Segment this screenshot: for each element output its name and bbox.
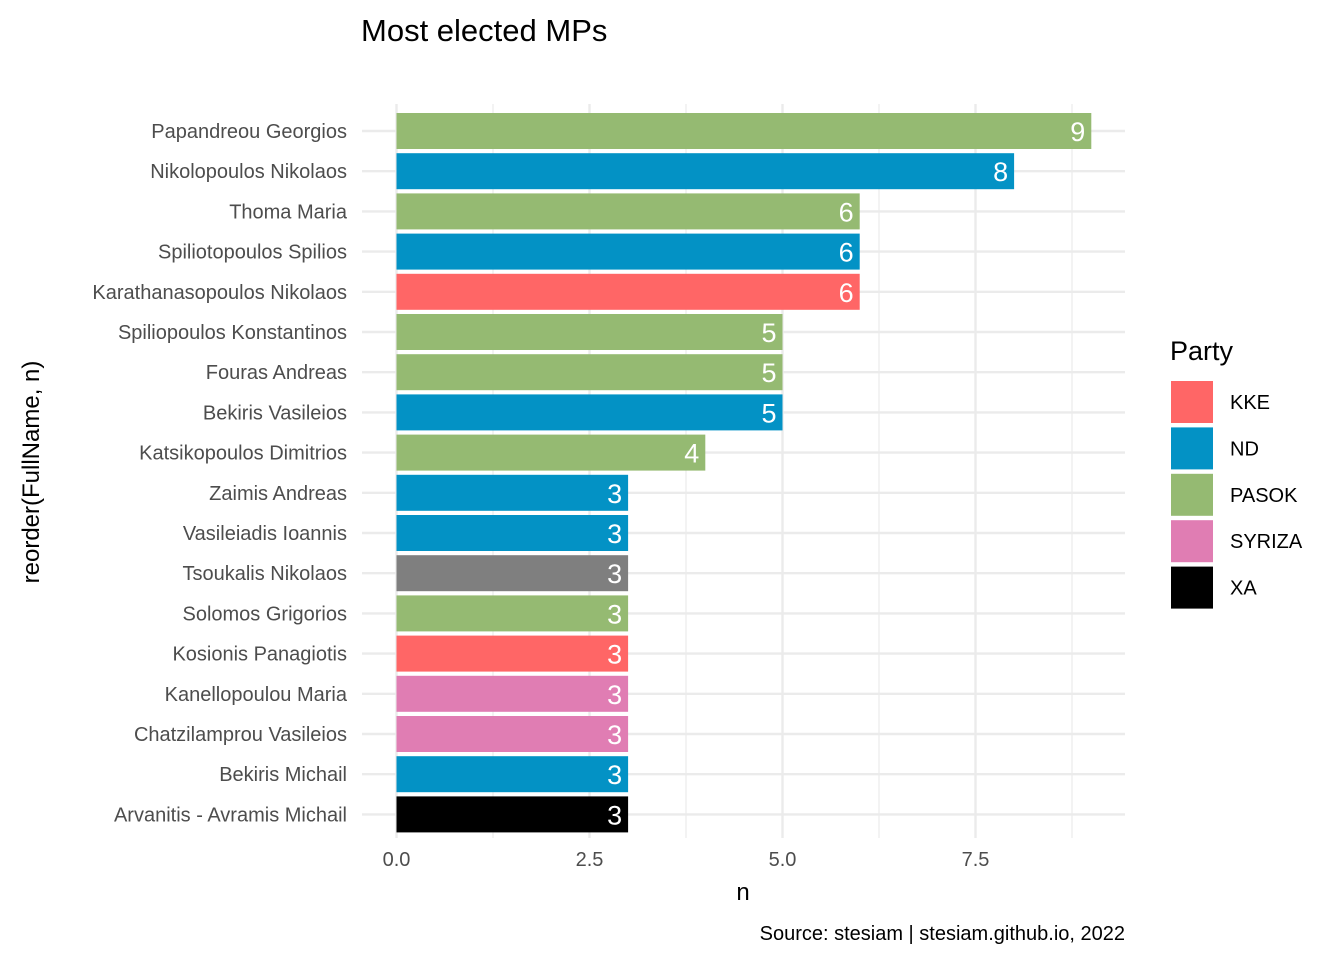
bar: [396, 233, 860, 270]
bar-value-label: 9: [1070, 117, 1085, 147]
legend-label: KKE: [1230, 392, 1270, 414]
y-tick-label: Katsikopoulos Dimitrios: [139, 443, 347, 465]
x-axis-title: n: [736, 879, 749, 906]
legend-key: [1171, 520, 1213, 563]
bar-value-label: 3: [607, 680, 622, 710]
y-tick-label: Thoma Maria: [229, 201, 348, 223]
y-axis-tick-labels: Papandreou Georgios Nikolopoulos Nikolaos…: [92, 121, 347, 826]
bar: [396, 796, 629, 833]
y-tick-label: Solomos Grigorios: [182, 603, 347, 625]
y-tick-label: Zaimis Andreas: [209, 483, 347, 505]
y-tick-label: Kanellopoulou Maria: [165, 684, 348, 706]
y-tick-label: Chatzilamprou Vasileios: [134, 724, 347, 746]
bar-value-label: 4: [684, 439, 699, 469]
bar: [396, 434, 706, 471]
x-tick-label: 2.5: [576, 849, 604, 871]
x-tick-label: 7.5: [962, 849, 990, 871]
bar-value-label: 6: [839, 238, 854, 268]
legend-key: [1171, 566, 1213, 609]
bar-value-label: 3: [607, 559, 622, 589]
bars: 9 8 6 6 6 5 5 5 4 3 3 3 3 3 3 3 3 3: [396, 113, 1092, 833]
bar-value-label: 3: [607, 519, 622, 549]
bar: [396, 113, 1092, 149]
bar-value-label: 3: [607, 800, 622, 830]
bar-value-label: 3: [607, 720, 622, 750]
legend-key: [1171, 473, 1213, 516]
legend-key: [1171, 381, 1213, 423]
bar-value-label: 6: [839, 197, 854, 227]
y-tick-label: Bekiris Michail: [219, 764, 347, 786]
bar: [396, 716, 629, 752]
y-axis-title: reorder(FullName, n): [18, 361, 45, 584]
bar-value-label: 6: [839, 278, 854, 308]
x-axis-tick-labels: 0.0 2.5 5.0 7.5: [383, 849, 990, 871]
y-tick-label: Fouras Andreas: [206, 362, 347, 384]
bar-value-label: 3: [607, 760, 622, 790]
bar: [396, 555, 629, 592]
bar: [396, 675, 629, 712]
y-tick-label: Tsoukalis Nikolaos: [182, 563, 347, 585]
bar: [396, 595, 629, 632]
bar: [396, 354, 783, 391]
bar: [396, 515, 629, 551]
chart-title: Most elected MPs: [361, 13, 607, 48]
bar: [396, 635, 629, 672]
y-tick-label: Karathanasopoulos Nikolaos: [92, 282, 347, 304]
legend-key: [1171, 427, 1213, 470]
bar: [396, 314, 783, 350]
legend: Party KKE ND PASOK SYRIZA XA: [1170, 336, 1303, 609]
bar-value-label: 8: [993, 157, 1008, 187]
legend-title: Party: [1170, 336, 1234, 366]
legend-label: XA: [1230, 578, 1257, 600]
bar-value-label: 3: [607, 479, 622, 509]
y-tick-label: Vasileiadis Ioannis: [183, 523, 347, 545]
bar: [396, 153, 1015, 190]
legend-label: PASOK: [1230, 485, 1298, 507]
bar: [396, 394, 783, 431]
bar: [396, 756, 629, 793]
bar-value-label: 5: [761, 358, 776, 388]
y-tick-label: Spiliotopoulos Spilios: [158, 242, 347, 264]
x-tick-label: 5.0: [769, 849, 797, 871]
x-tick-label: 0.0: [383, 849, 411, 871]
chart-caption: Source: stesiam | stesiam.github.io, 202…: [760, 923, 1125, 945]
bar-value-label: 3: [607, 599, 622, 629]
y-tick-label: Papandreou Georgios: [151, 121, 347, 143]
bar: [396, 474, 629, 511]
y-tick-label: Nikolopoulos Nikolaos: [150, 161, 347, 183]
y-tick-label: Bekiris Vasileios: [203, 402, 347, 424]
legend-label: ND: [1230, 438, 1259, 460]
y-tick-label: Spiliopoulos Konstantinos: [118, 322, 347, 344]
y-tick-label: Kosionis Panagiotis: [172, 644, 347, 666]
bar-value-label: 3: [607, 640, 622, 670]
bar: [396, 193, 860, 230]
bar: [396, 273, 860, 310]
bar-value-label: 5: [761, 318, 776, 348]
y-tick-label: Arvanitis - Avramis Michail: [114, 804, 347, 826]
bar-value-label: 5: [761, 398, 776, 428]
legend-label: SYRIZA: [1230, 531, 1303, 553]
